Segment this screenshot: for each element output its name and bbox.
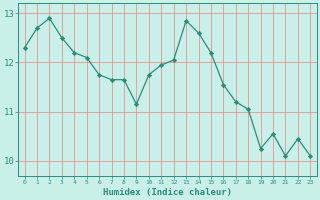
X-axis label: Humidex (Indice chaleur): Humidex (Indice chaleur) (103, 188, 232, 197)
